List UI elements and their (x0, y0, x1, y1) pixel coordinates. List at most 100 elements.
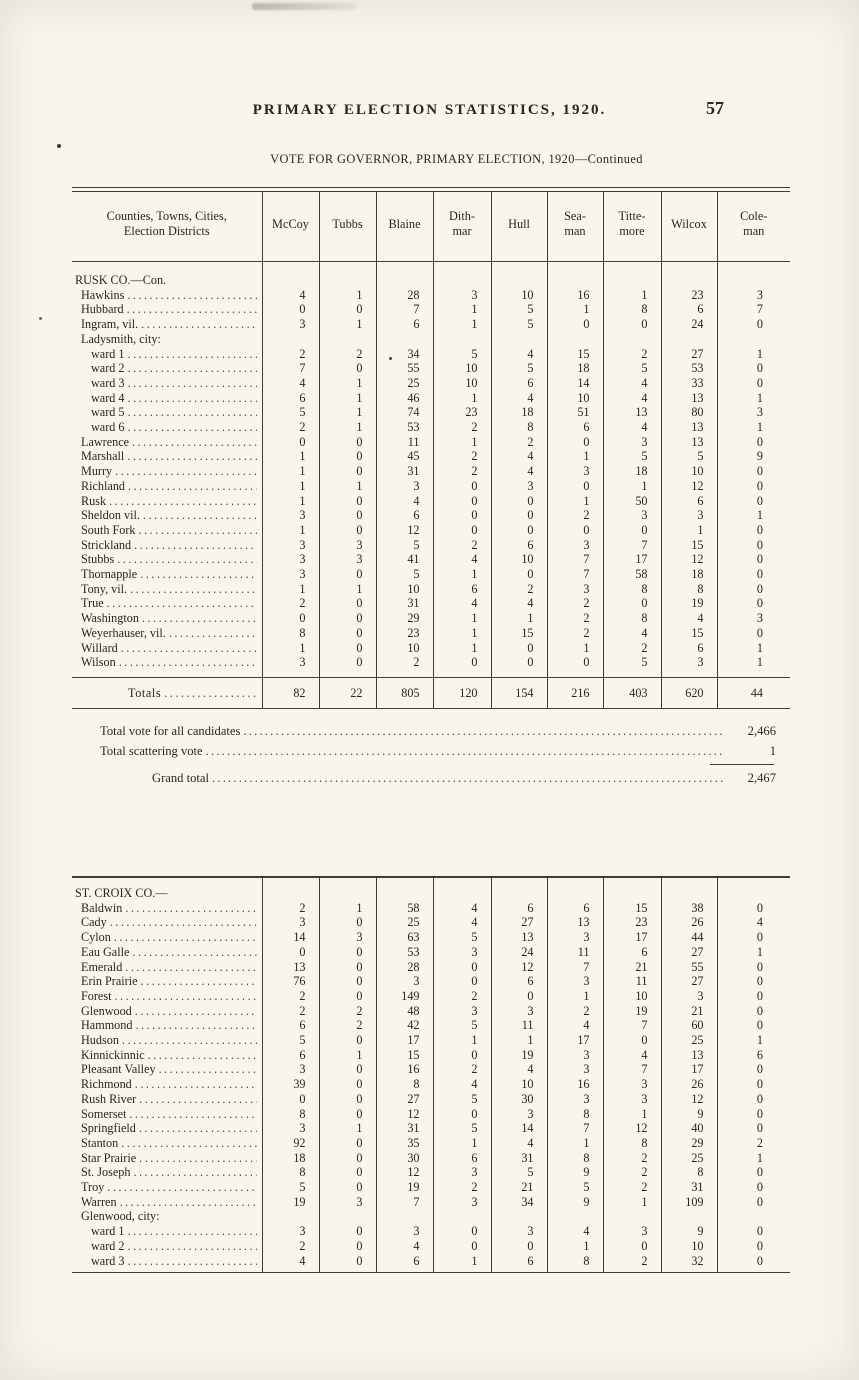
row-label: South Fork (81, 522, 136, 537)
value-cell (261, 261, 319, 288)
value-cell: 0 (716, 900, 790, 916)
value-cell: 6 (602, 944, 661, 960)
row-label: Ingram, vil. (81, 317, 139, 332)
row-label-cell: Kinnickinnic (72, 1048, 262, 1063)
row-label-cell: Star Prairie (72, 1151, 262, 1166)
row-label-cell: Sheldon vil. (72, 508, 262, 523)
value-cell: 3 (318, 1194, 376, 1210)
dot-leader (138, 974, 257, 989)
value-cell: 1 (318, 405, 376, 421)
value-cell: 0 (318, 302, 376, 318)
dot-leader (124, 288, 256, 303)
value-cell: 11 (490, 1018, 547, 1034)
value-cell: 1 (716, 1150, 790, 1166)
value-cell (375, 261, 433, 288)
table-row: True20314420190 (72, 596, 790, 612)
value-cell: 1 (318, 478, 376, 494)
value-cell: 2 (490, 581, 547, 597)
value-cell: 28 (375, 959, 433, 975)
value-cell: 0 (318, 567, 376, 582)
value-cell (490, 331, 547, 347)
value-cell: 14 (546, 375, 603, 391)
dot-leader (166, 626, 257, 641)
table-body: RUSK CO.—Con.Hawkins4128310161233Hubbard… (72, 261, 790, 678)
row-label: Washington (81, 611, 139, 626)
value-cell: 1 (716, 655, 790, 678)
scan-speck (57, 144, 61, 148)
value-cell: 3 (261, 1062, 319, 1078)
value-cell (318, 261, 376, 288)
column-header: Wilcox (660, 191, 717, 262)
value-cell: 28 (375, 287, 433, 303)
table-row: Emerald13028012721550 (72, 959, 790, 975)
value-cell: 6 (490, 537, 547, 553)
value-cell (716, 1209, 790, 1225)
value-cell: 1 (432, 302, 491, 318)
dot-leader (132, 1018, 256, 1033)
row-label-cell: Ingram, vil. (72, 317, 262, 332)
summary-line-scattering: Total scattering vote 1 (100, 741, 776, 761)
value-cell: 2 (261, 346, 319, 362)
column-header: McCoy (261, 191, 319, 262)
value-cell: 3 (660, 988, 717, 1004)
value-cell: 403 (602, 676, 661, 709)
value-cell: 3 (432, 1165, 491, 1181)
value-cell: 16 (546, 287, 603, 303)
summary-line-total-vote: Total vote for all candidates 2,466 (100, 721, 776, 741)
dot-leader (209, 768, 724, 788)
value-cell: 7 (546, 959, 603, 975)
table-row: Baldwin215846615380 (72, 900, 790, 916)
value-cell: 0 (546, 478, 603, 494)
column-header: Dith- mar (432, 191, 491, 262)
row-label-cell: Richland (72, 479, 262, 494)
table-row: Richland1130301120 (72, 478, 790, 494)
value-cell: 0 (602, 522, 661, 538)
value-cell: 0 (716, 1091, 790, 1107)
table-row: Washington0029112843 (72, 611, 790, 626)
value-cell: 5 (432, 346, 491, 362)
value-cell: 0 (318, 625, 376, 641)
value-cell: 9 (546, 1165, 603, 1181)
value-cell: 23 (602, 915, 661, 931)
dot-leader (122, 960, 256, 975)
table-row: Pleasant Valley30162437170 (72, 1062, 790, 1078)
value-cell: 3 (375, 1224, 433, 1239)
value-cell: 1 (261, 493, 319, 509)
summary-label: Total scattering vote (100, 744, 203, 758)
value-cell: 6 (660, 493, 717, 509)
value-cell: 0 (261, 944, 319, 960)
value-cell (660, 876, 717, 901)
value-cell: 1 (261, 449, 319, 465)
value-cell: 3 (716, 405, 790, 421)
value-cell: 2 (432, 537, 491, 553)
value-cell: 12 (660, 552, 717, 568)
value-cell: 2 (318, 1018, 376, 1034)
value-cell: 3 (490, 478, 547, 494)
value-cell: 0 (546, 522, 603, 538)
value-cell: 8 (546, 1150, 603, 1166)
value-cell: 0 (318, 1077, 376, 1092)
value-cell: 0 (716, 988, 790, 1004)
value-cell: 50 (602, 493, 661, 509)
row-label-cell: Totals (72, 676, 262, 709)
value-cell: 3 (602, 1077, 661, 1092)
value-cell: 1 (318, 900, 376, 916)
value-cell: 2 (261, 1238, 319, 1254)
row-label: Stubbs (81, 552, 115, 567)
row-label-cell: South Fork (72, 523, 262, 538)
dot-leader (139, 611, 257, 626)
row-label-cell: Glenwood (72, 1004, 262, 1019)
row-label: Richmond (81, 1077, 132, 1092)
value-cell: 1 (716, 420, 790, 435)
value-cell: 3 (602, 1091, 661, 1107)
value-cell: 5 (261, 405, 319, 421)
table-row: ward 22040010100 (72, 1238, 790, 1254)
value-cell: 0 (546, 434, 603, 450)
value-cell: 2 (602, 1180, 661, 1195)
row-label: Thornapple (81, 567, 138, 582)
row-label: Hubbard (81, 302, 124, 317)
value-cell: 6 (375, 1253, 433, 1274)
value-cell: 29 (660, 1135, 717, 1151)
value-cell: 0 (318, 1238, 376, 1254)
